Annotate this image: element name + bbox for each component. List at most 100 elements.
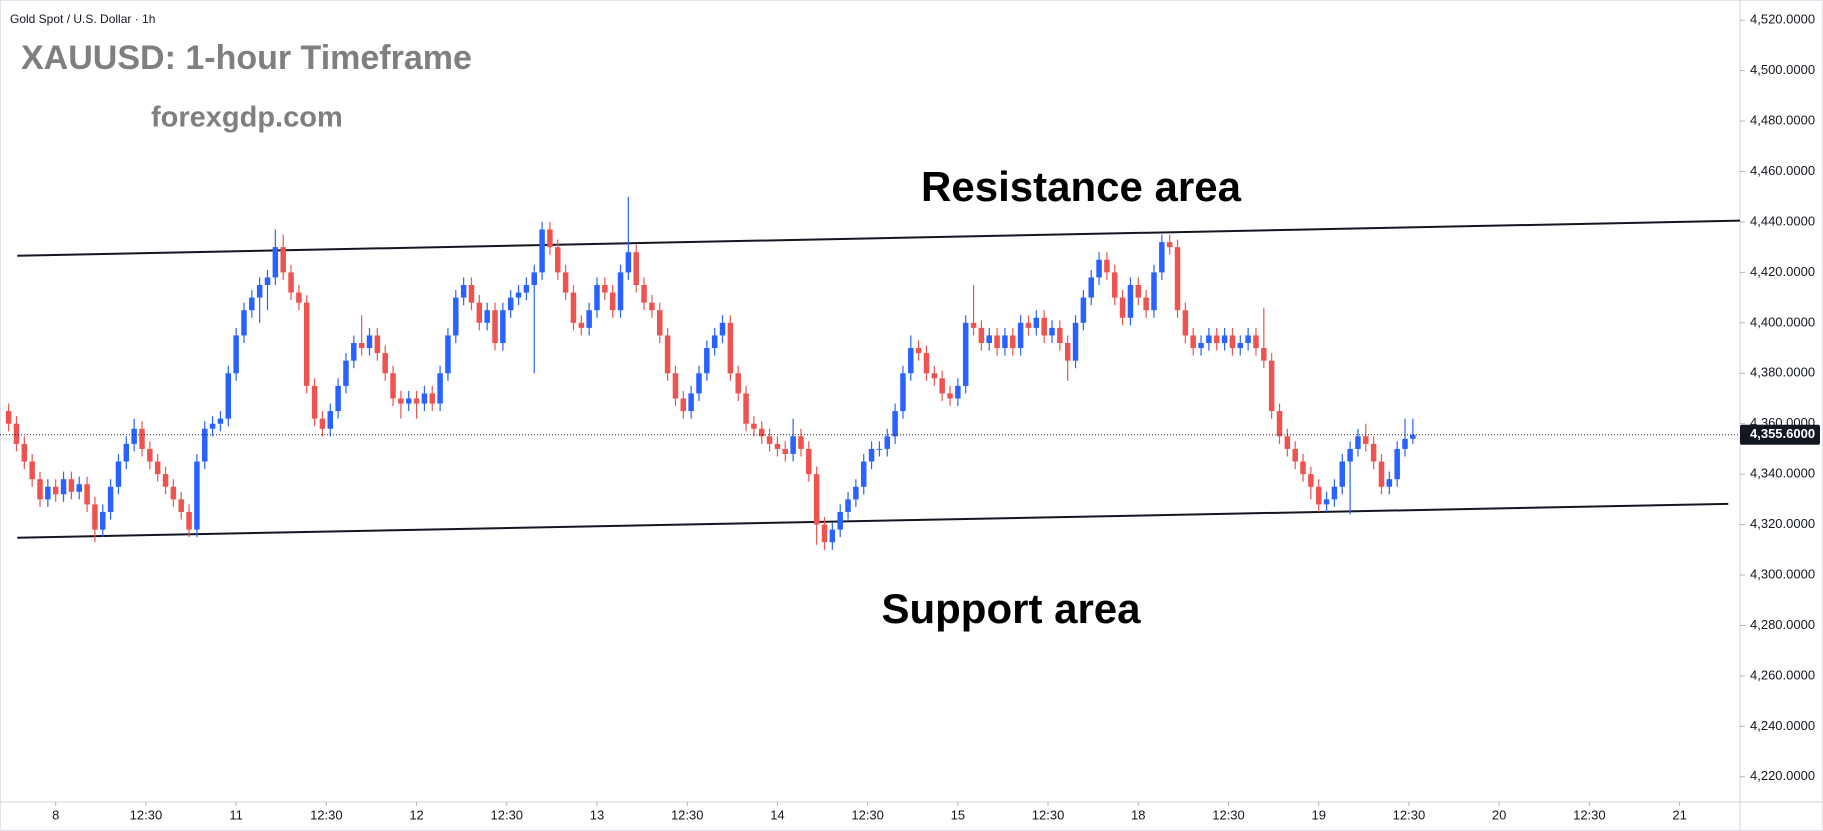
x-tick-label: 12:30: [1212, 807, 1245, 822]
candle-body: [570, 292, 577, 323]
candle-body: [704, 348, 710, 374]
candle-body: [680, 398, 687, 412]
y-tick-label: 4,420.0000: [1750, 264, 1815, 279]
candle-body: [892, 411, 898, 437]
candle-body: [162, 474, 169, 487]
candle-body: [437, 373, 443, 404]
candle-body: [1057, 327, 1063, 343]
y-tick-label: 4,480.0000: [1750, 112, 1815, 127]
candle-body: [460, 284, 467, 298]
candle-body: [766, 436, 773, 444]
y-tick-label: 4,440.0000: [1750, 213, 1815, 228]
candle-body: [280, 247, 286, 273]
candle-body: [594, 284, 600, 311]
candle-body: [1151, 272, 1157, 311]
x-tick-label: 12:30: [310, 807, 343, 822]
candle-body: [1276, 411, 1283, 437]
candle-body: [774, 443, 781, 449]
candle-body: [358, 342, 365, 349]
candle-body: [1206, 335, 1212, 343]
candle-body: [84, 484, 90, 505]
y-tick-label: 4,240.0000: [1750, 718, 1815, 733]
x-tick-label: 12:30: [1393, 807, 1426, 822]
candle-body: [303, 302, 310, 386]
candle-body: [633, 252, 639, 285]
candle-body: [413, 398, 420, 404]
candle-body: [1025, 322, 1032, 328]
candle-body: [1033, 317, 1040, 328]
candle-body: [1402, 438, 1408, 449]
support-line: [17, 502, 1729, 539]
x-tick-label: 13: [590, 807, 604, 822]
candle-body: [1363, 436, 1369, 444]
candle-body: [1049, 327, 1055, 336]
candle-body: [955, 385, 961, 399]
candle-body: [405, 398, 412, 404]
candle-body: [657, 310, 663, 336]
candle-body: [649, 302, 655, 311]
candle-body: [1017, 322, 1024, 349]
candle-body: [735, 373, 741, 394]
candle-body: [139, 428, 145, 449]
candle-body: [531, 272, 537, 285]
candle-body: [1072, 322, 1079, 361]
y-tick-label: 4,400.0000: [1750, 314, 1815, 329]
candle-body: [790, 436, 796, 454]
support-label: Support area: [881, 585, 1141, 632]
candle-body: [1261, 348, 1267, 361]
candle-body: [1355, 436, 1361, 449]
candle-body: [758, 428, 765, 437]
candle-body: [978, 327, 985, 343]
candle-body: [319, 418, 326, 429]
candle-body: [288, 272, 294, 293]
candle-body: [915, 348, 922, 354]
candle-body: [1268, 360, 1275, 412]
candle-body: [782, 448, 789, 454]
candle-body: [1088, 277, 1094, 298]
candle-body: [1143, 297, 1149, 311]
x-tick-label: 12:30: [1573, 807, 1606, 822]
candle-body: [1237, 342, 1244, 349]
candle-body: [688, 393, 694, 412]
chart-subtitle: forexgdp.com: [151, 102, 343, 134]
resistance-line: [17, 219, 1741, 257]
candle-body: [860, 461, 867, 487]
candle-body: [186, 511, 192, 530]
candle-body: [21, 443, 28, 462]
candle-body: [1119, 297, 1126, 318]
candle-body: [374, 335, 381, 354]
candle-body: [609, 292, 616, 311]
candle-body: [147, 448, 153, 462]
x-tick-label: 12: [409, 807, 423, 822]
candle-body: [1221, 335, 1228, 343]
candle-body: [1370, 443, 1377, 462]
candle-body: [664, 335, 671, 374]
candle-body: [962, 322, 969, 386]
y-tick-label: 4,220.0000: [1750, 768, 1815, 783]
candle-body: [1159, 242, 1165, 273]
candle-body: [484, 310, 490, 323]
candle-body: [672, 373, 679, 399]
candle-body: [311, 385, 318, 419]
candle-body: [1096, 259, 1102, 278]
candle-body: [296, 292, 302, 303]
candle-body: [123, 443, 130, 462]
candle-body: [29, 461, 35, 480]
candle-body: [908, 348, 914, 374]
candle-body: [382, 353, 388, 374]
candle-body: [1253, 335, 1259, 349]
last-price-label: 4,355.6000: [1750, 426, 1815, 441]
x-tick-label: 21: [1672, 807, 1686, 822]
x-tick-label: 15: [951, 807, 965, 822]
candle-body: [37, 479, 43, 500]
candle-body: [1104, 259, 1110, 273]
candle-body: [507, 297, 514, 311]
candle-body: [202, 428, 208, 462]
candle-body: [1410, 434, 1416, 439]
candle-body: [586, 310, 592, 328]
candle-body: [343, 360, 349, 386]
candle-body: [249, 297, 255, 311]
candle-body: [1323, 499, 1330, 505]
